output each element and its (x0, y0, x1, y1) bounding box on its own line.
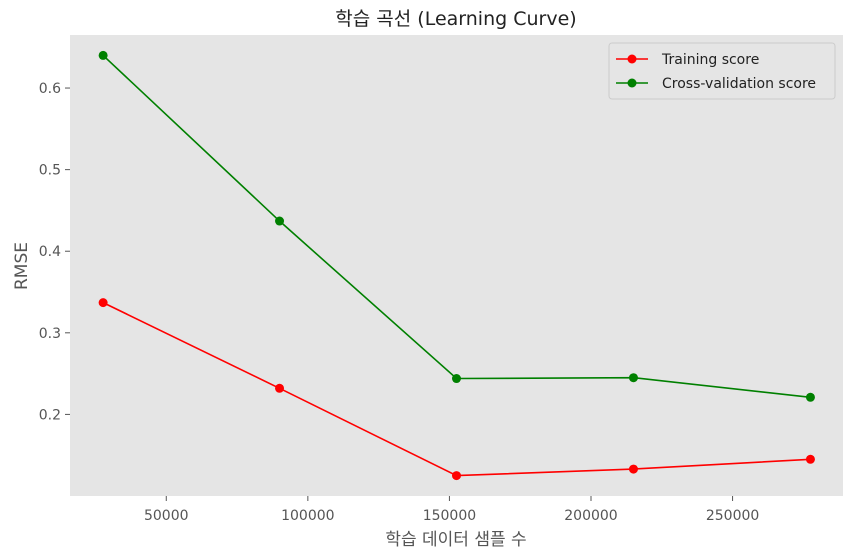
x-tick-label: 150000 (423, 508, 476, 524)
data-point-1-2 (452, 374, 461, 384)
y-axis-label: RMSE (12, 242, 32, 290)
x-axis-label: 학습 데이터 샘플 수 (385, 530, 526, 550)
x-tick-label: 200000 (564, 508, 617, 524)
legend-box (608, 42, 836, 100)
y-tick-label: 0.5 (39, 163, 61, 179)
y-tick-label: 0.2 (39, 407, 61, 423)
ticks-layer: 50000 100000 150000 200000 250000 0.2 0.3 0.4 0.… (39, 81, 760, 524)
x-tick-label: 250000 (706, 508, 759, 524)
data-point-0-4 (805, 454, 815, 464)
data-point-1-1 (275, 216, 285, 226)
data-point-0-0 (98, 298, 108, 308)
data-point-1-0 (98, 50, 108, 60)
legend-label-cv: Cross-validation score (662, 76, 816, 92)
x-tick-label: 50000 (144, 508, 189, 524)
legend: Training score Cross-validation score (608, 42, 836, 100)
series-layer (98, 50, 815, 481)
y-tick-label: 0.3 (39, 326, 61, 342)
data-point-0-3 (628, 464, 638, 474)
y-tick-label: 0.4 (39, 244, 61, 260)
y-tick-label: 0.6 (39, 81, 61, 97)
data-point-1-4 (805, 392, 815, 402)
x-tick-label: 100000 (281, 508, 334, 524)
plot-area (70, 35, 843, 496)
data-point-1-3 (628, 373, 638, 383)
data-point-0-1 (275, 383, 285, 393)
chart-title: 학습 곡선 (Learning Curve) (335, 8, 576, 30)
legend-label-training: Training score (661, 52, 759, 68)
data-point-0-2 (452, 471, 461, 481)
legend-marker-cv (627, 78, 637, 88)
legend-marker-training (627, 54, 637, 64)
